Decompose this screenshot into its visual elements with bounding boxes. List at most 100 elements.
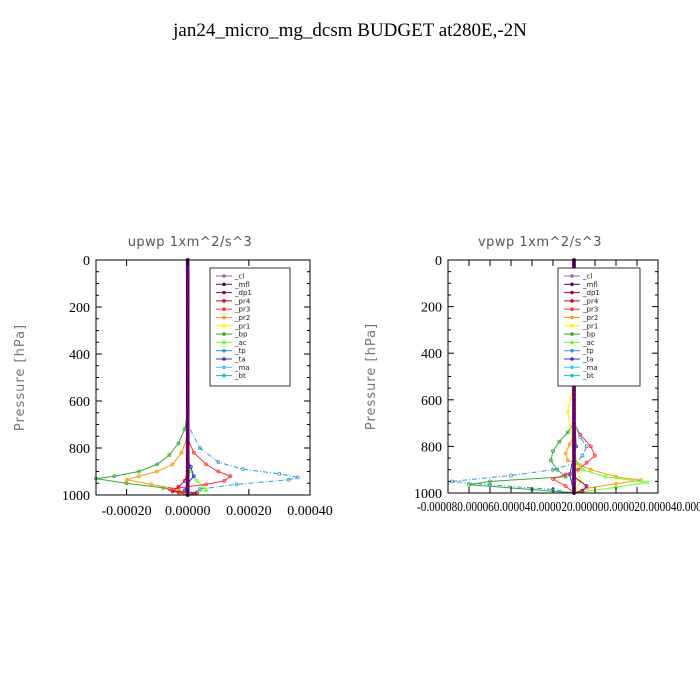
series-line-tp xyxy=(187,260,298,496)
legend-label: _tp xyxy=(582,347,594,355)
baseline-point xyxy=(572,407,576,411)
panel-title: upwp 1xm^2/s^3 xyxy=(128,235,253,250)
series-point-pr2 xyxy=(614,481,618,486)
y-tick-label: 400 xyxy=(69,348,90,363)
baseline-point xyxy=(185,328,190,333)
series-point-pr3 xyxy=(563,484,568,488)
legend-label: _pr4 xyxy=(582,297,599,305)
series-point-pr3 xyxy=(167,487,172,492)
baseline-point xyxy=(572,477,576,481)
legend-marker xyxy=(222,290,226,295)
baseline-point xyxy=(185,422,190,427)
series-point-pr1 xyxy=(578,479,583,484)
series-point-tp xyxy=(509,473,513,478)
series-point-pr3 xyxy=(593,453,597,458)
baseline-point xyxy=(185,324,190,328)
baseline-point xyxy=(572,439,576,444)
legend-marker xyxy=(222,307,226,312)
baseline-point xyxy=(185,356,190,361)
series-point-pr3 xyxy=(551,477,555,481)
baseline-point xyxy=(572,449,576,453)
series-point-pr3 xyxy=(204,462,209,467)
legend-marker xyxy=(570,332,574,336)
series-point-ac xyxy=(194,478,199,483)
baseline-point xyxy=(185,295,190,300)
legend-marker xyxy=(222,365,226,370)
series-point-pr3 xyxy=(176,490,181,495)
series-point-tp xyxy=(240,467,245,472)
baseline-point xyxy=(572,393,576,397)
series-point-pr2 xyxy=(149,482,153,487)
baseline-point xyxy=(185,413,190,417)
legend-label: _bp xyxy=(234,331,248,339)
legend-marker xyxy=(570,299,574,303)
series-point-bp xyxy=(112,474,117,479)
baseline-point xyxy=(185,389,190,394)
series-point-bp xyxy=(176,441,181,446)
baseline-point xyxy=(572,458,576,463)
legend-label: _tp xyxy=(234,347,246,355)
y-tick-label: 200 xyxy=(421,301,442,316)
baseline-point xyxy=(185,272,190,276)
series-point-bp xyxy=(136,469,141,474)
y-tick-label: 1000 xyxy=(62,489,90,504)
baseline-point xyxy=(572,421,576,425)
figure-title: jan24_micro_mg_dcsm BUDGET at280E,-2N xyxy=(173,20,527,41)
vpwp-panel: vpwp 1xm^2/s^3 Pressure [hPa] 0 200 400 600 80… xyxy=(364,235,700,515)
baseline-point xyxy=(185,371,190,375)
legend-label: _pr1 xyxy=(582,322,598,330)
baseline-point xyxy=(572,412,576,416)
baseline-point xyxy=(185,479,190,483)
y-tick-label: 0 xyxy=(83,254,90,269)
baseline-point xyxy=(185,450,190,455)
legend-label: _pr2 xyxy=(582,314,598,322)
legend-label: _cl xyxy=(582,273,592,281)
y-tick-label: 800 xyxy=(69,442,90,457)
legend-label: _mfl xyxy=(234,281,250,289)
y-tick-label: 1000 xyxy=(414,487,442,502)
series-point-pr1 xyxy=(565,409,570,414)
baseline-point xyxy=(185,319,190,323)
series-point-pr4 xyxy=(176,484,181,489)
y-tick-label: 400 xyxy=(421,347,442,362)
series-point-pr2 xyxy=(179,450,184,455)
baseline-point xyxy=(185,352,190,356)
legend-marker xyxy=(222,348,226,353)
legend-marker xyxy=(570,340,574,345)
series-point-ta xyxy=(567,472,572,477)
baseline-point xyxy=(185,418,190,422)
baseline-point xyxy=(185,446,190,450)
series-point-ac xyxy=(645,480,650,485)
series-line-bp xyxy=(95,260,189,496)
legend-marker xyxy=(222,274,226,278)
series-point-tp xyxy=(197,487,202,492)
series-point-tp xyxy=(286,477,291,482)
legend-label: _pr4 xyxy=(234,297,251,305)
baseline-point xyxy=(572,444,576,449)
series-point-tp xyxy=(551,467,555,472)
legend-marker xyxy=(222,324,226,328)
baseline-point xyxy=(185,380,190,385)
series-point-bp xyxy=(155,462,160,467)
series-point-pr3 xyxy=(191,450,196,455)
baseline-point xyxy=(185,333,190,338)
legend-label: _bt xyxy=(234,372,246,380)
series-point-tp xyxy=(216,460,221,465)
baseline-point xyxy=(185,436,190,441)
legend-marker xyxy=(222,282,226,287)
legend-marker xyxy=(570,315,574,320)
series-point-ta xyxy=(191,474,196,479)
legend-label: _ac xyxy=(234,339,247,347)
series-point-bp xyxy=(549,458,553,463)
series-point-pr2 xyxy=(155,469,160,474)
series-point-bp xyxy=(557,439,562,444)
baseline-point xyxy=(185,286,190,291)
x-tick-label: 0.00040 xyxy=(287,504,333,519)
series-point-bp xyxy=(563,474,568,479)
legend-marker xyxy=(570,274,574,278)
series-point-tp xyxy=(295,475,300,480)
baseline-point xyxy=(572,402,576,407)
baseline-point xyxy=(185,460,190,464)
baseline-point xyxy=(572,481,576,486)
baseline-point xyxy=(572,388,576,393)
